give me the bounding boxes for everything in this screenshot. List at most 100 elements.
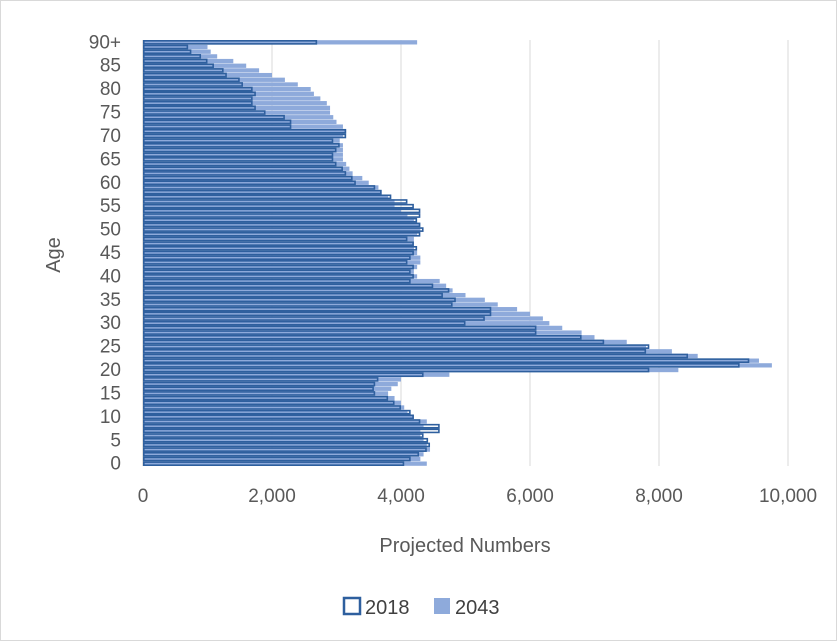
bar-2018-age-7 <box>143 428 440 434</box>
y-tick-label-4: 20 <box>100 360 121 381</box>
bar-2018-age-8 <box>143 423 440 429</box>
bar-2043-age-36 <box>143 292 466 298</box>
bar-2043-age-75 <box>143 110 331 115</box>
bar-2043-age-84 <box>143 68 260 73</box>
bar-2043-age-9 <box>143 419 427 424</box>
y-tick-label-6: 30 <box>100 313 121 334</box>
bar-2018-age-86 <box>143 58 208 64</box>
bar-2018-age-13 <box>143 400 395 406</box>
x-tick-label-5: 10,000 <box>759 486 817 507</box>
bar-2043-age-69 <box>143 138 340 143</box>
y-axis-title: Age <box>43 237 65 273</box>
bar-2018-age-46 <box>143 245 418 251</box>
bar-2043-age-71 <box>143 129 347 134</box>
bar-2018-age-14 <box>143 395 389 401</box>
bar-2043-age-76 <box>143 105 331 111</box>
x-axis-title: Projected Numbers <box>379 535 550 557</box>
y-tick-label-10: 50 <box>100 220 121 241</box>
bar-2018-age-53 <box>143 213 421 218</box>
bar-2018-age-56 <box>143 199 408 204</box>
bar-2043-age-7 <box>143 428 421 434</box>
bar-2018-age-44 <box>143 255 411 261</box>
bar-2043-age-70 <box>143 133 343 139</box>
bar-2043-age-83 <box>143 72 272 78</box>
bar-2018-age-65 <box>143 157 334 162</box>
bar-2018-age-0 <box>143 461 405 467</box>
bar-2018-age-51 <box>143 222 421 228</box>
legend: 2018 2043 <box>342 596 500 619</box>
bar-2043-age-12 <box>143 405 405 410</box>
bar-2018-age-48 <box>143 236 408 242</box>
bar-2043-age-11 <box>143 410 408 415</box>
bar-2043-age-67 <box>143 147 343 153</box>
bar-2043-age-38 <box>143 283 447 288</box>
bar-2043-age-80 <box>143 87 311 92</box>
y-tick-label-0: 0 <box>110 454 121 475</box>
bar-2018-age-64 <box>143 161 337 167</box>
bar-2043-age-44 <box>143 255 421 260</box>
bar-2018-age-47 <box>143 241 414 246</box>
bar-2018-age-79 <box>143 91 256 97</box>
bar-2043-age-54 <box>143 208 401 214</box>
bar-2018-age-78 <box>143 96 253 101</box>
x-tick-label-0: 0 <box>138 486 149 507</box>
y-tick-label-18: 90+ <box>89 32 121 53</box>
bar-2043-age-22 <box>143 358 759 363</box>
bar-2018-age-34 <box>143 302 453 307</box>
bar-2043-age-28 <box>143 330 582 335</box>
bar-2018-age-74 <box>143 114 285 120</box>
bar-2043-age-13 <box>143 400 401 405</box>
bar-2043-age-43 <box>143 260 421 265</box>
bar-2043-age-27 <box>143 335 595 340</box>
bar-2043-age-81 <box>143 82 298 87</box>
bar-2043-age-16 <box>143 386 392 391</box>
y-tick-label-15: 75 <box>100 103 121 124</box>
y-tick-label-1: 5 <box>110 430 121 451</box>
bar-2018-age-84 <box>143 68 224 73</box>
bar-2018-age-60 <box>143 180 356 186</box>
bar-2018-age-59 <box>143 185 376 190</box>
bar-2043-age-1 <box>143 456 421 462</box>
bar-2018-age-40 <box>143 274 414 279</box>
bar-2018-age-10 <box>143 414 414 420</box>
bar-2018-age-24 <box>143 348 647 354</box>
y-tick-label-16: 80 <box>100 79 121 100</box>
bar-2043-age-17 <box>143 381 398 387</box>
bar-2043-age-65 <box>143 157 343 162</box>
bar-2043-age-63 <box>143 166 350 171</box>
bar-2018-age-12 <box>143 405 401 410</box>
x-tick-label-1: 2,000 <box>248 486 296 507</box>
bar-2043-age-18 <box>143 377 401 382</box>
bar-2043-age-14 <box>143 395 395 401</box>
bar-2043-age-86 <box>143 58 234 64</box>
bar-2018-age-17 <box>143 381 376 387</box>
x-tick-label-4: 8,000 <box>635 486 683 507</box>
bar-2043-age-56 <box>143 199 395 204</box>
bar-2043-age-8 <box>143 424 424 429</box>
bar-2018-age-28 <box>143 330 537 335</box>
bar-2018-age-32 <box>143 311 492 317</box>
bar-2018-age-76 <box>143 105 256 111</box>
bar-2043-age-29 <box>143 325 563 331</box>
bar-2043-age-58 <box>143 190 382 195</box>
bar-2043-age-49 <box>143 232 418 237</box>
bar-2043-age-52 <box>143 218 414 223</box>
legend-swatch-2018 <box>342 596 362 616</box>
bar-2018-age-54 <box>143 208 421 214</box>
bar-2018-age-75 <box>143 110 266 115</box>
bar-2043-age-41 <box>143 269 414 274</box>
bar-2043-age-89 <box>143 44 208 50</box>
bar-2018-age-1 <box>143 456 411 462</box>
bar-2018-age-25 <box>143 344 650 349</box>
bar-2018-age-77 <box>143 100 253 106</box>
bar-2018-age-29 <box>143 325 537 331</box>
bar-2018-age-61 <box>143 175 353 181</box>
bar-2043-age-82 <box>143 77 285 82</box>
bar-2043-age-50 <box>143 227 421 232</box>
bar-2018-age-22 <box>143 358 750 364</box>
bar-2018-age-18 <box>143 377 379 382</box>
bar-2043-age-45 <box>143 250 418 256</box>
y-tick-label-14: 70 <box>100 126 121 147</box>
bar-2018-age-63 <box>143 166 343 172</box>
bar-2018-age-30 <box>143 320 466 326</box>
